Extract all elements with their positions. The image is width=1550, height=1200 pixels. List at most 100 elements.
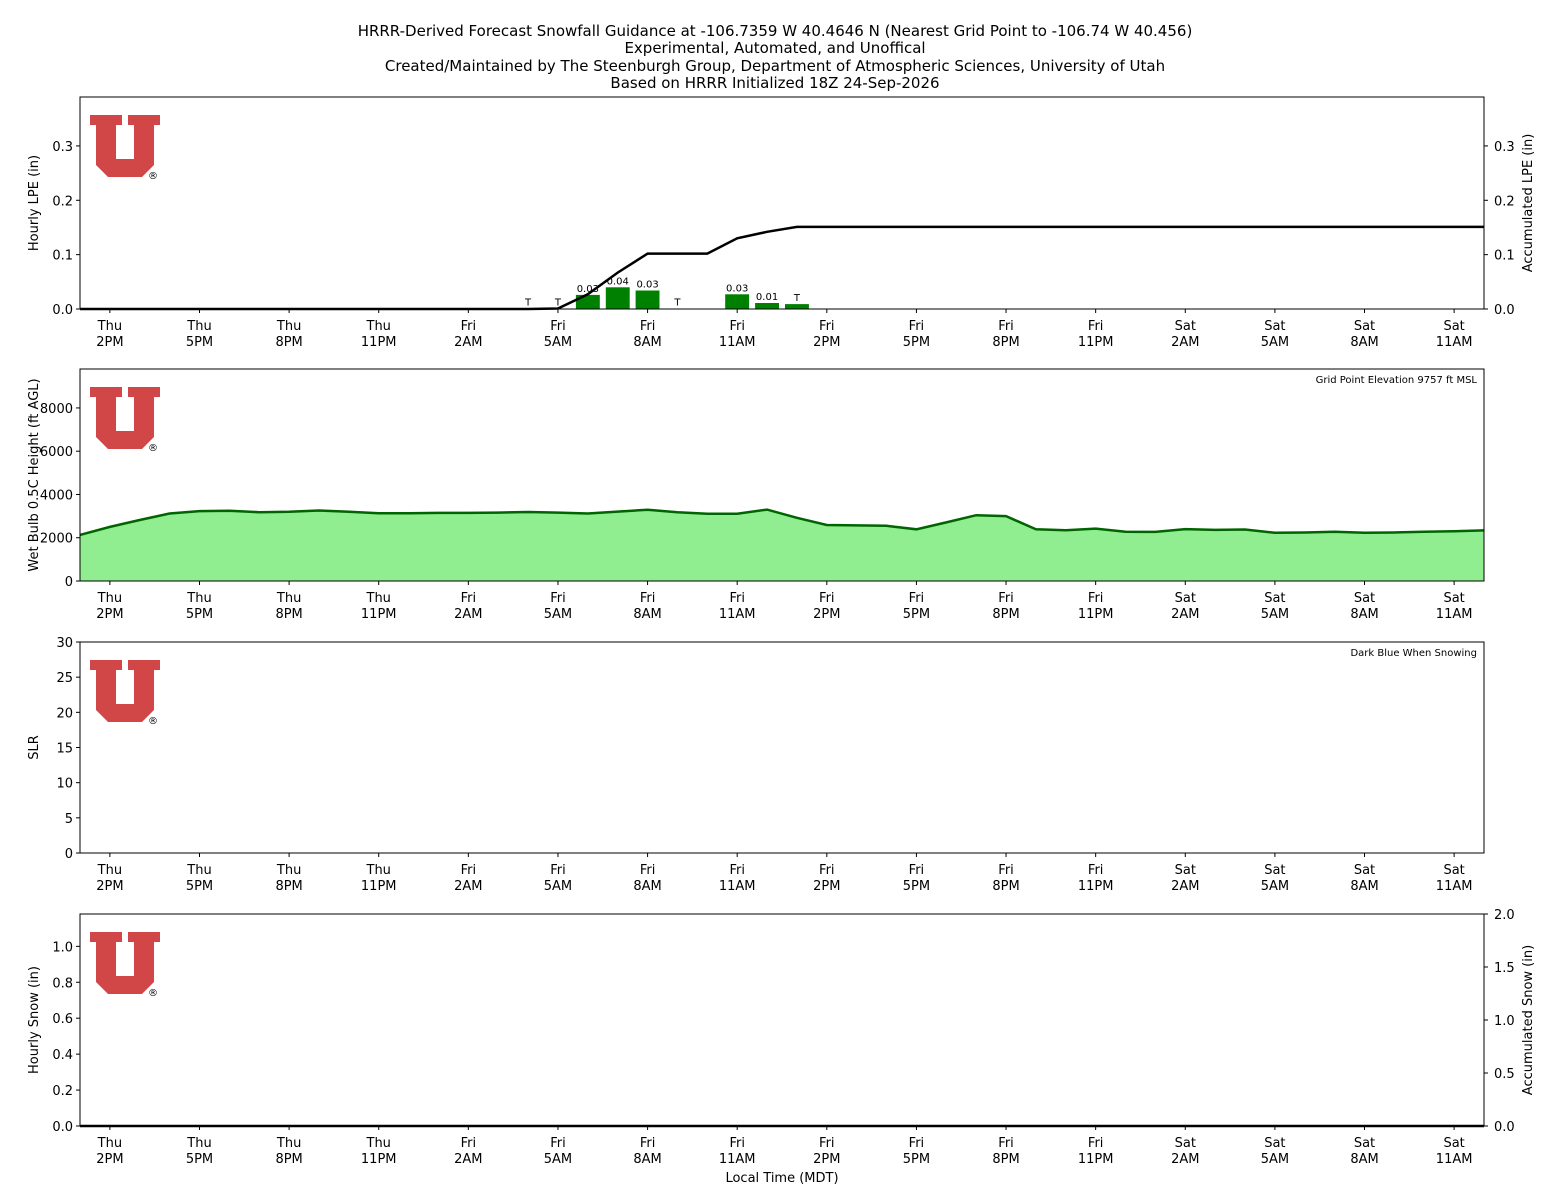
x-tick-time: 11AM	[719, 1152, 756, 1167]
x-tick-time: 5PM	[903, 879, 930, 894]
x-tick-day: Fri	[1088, 1136, 1104, 1151]
x-tick-time: 11AM	[1436, 335, 1473, 350]
x-tick-time: 5AM	[1261, 879, 1289, 894]
x-tick-time: 2PM	[96, 607, 123, 622]
y-right-tick-label: 2.0	[1494, 908, 1515, 923]
wetbulb-line	[79, 508, 1485, 537]
x-tick-time: 2AM	[454, 335, 482, 350]
x-tick-day: Fri	[550, 591, 566, 606]
x-tick-day: Sat	[1443, 863, 1464, 878]
x-tick-time: 8AM	[1350, 607, 1378, 622]
x-tick-day: Fri	[640, 1136, 656, 1151]
x-tick-day: Fri	[998, 319, 1014, 334]
x-tick-day: Fri	[909, 591, 925, 606]
x-tick-time: 5AM	[544, 607, 572, 622]
x-tick-day: Thu	[186, 1136, 211, 1151]
x-tick-day: Fri	[729, 591, 745, 606]
y-right-tick-label: 0.3	[1494, 140, 1515, 155]
x-tick-time: 8PM	[275, 335, 302, 350]
x-tick-day: Sat	[1175, 319, 1196, 334]
logo-registered-mark: ®	[148, 443, 158, 454]
x-tick-time: 8AM	[633, 879, 661, 894]
y-right-tick-label: 0.5	[1494, 1067, 1515, 1082]
x-tick-day: Fri	[998, 1136, 1014, 1151]
x-tick-day: Thu	[276, 591, 301, 606]
panel-snow: 0.0 0.2 0.4 0.6 0.8 1.0 Hourly Snow (in) 0.0 0.5…	[27, 908, 1536, 1167]
x-tick-day: Fri	[461, 1136, 477, 1151]
x-tick-time: 8AM	[633, 1152, 661, 1167]
x-tick-day: Thu	[366, 863, 391, 878]
x-tick-day: Sat	[1354, 591, 1375, 606]
y-tick-label: 0.4	[52, 1048, 73, 1063]
x-tick-day: Fri	[909, 319, 925, 334]
x-tick-day: Thu	[186, 863, 211, 878]
x-tick-day: Fri	[909, 1136, 925, 1151]
x-tick-time: 5AM	[544, 879, 572, 894]
x-tick-day: Thu	[276, 319, 301, 334]
panel-frame	[79, 368, 1485, 582]
x-tick-time: 2PM	[96, 879, 123, 894]
x-tick-day: Fri	[729, 863, 745, 878]
x-tick-time: 11AM	[719, 879, 756, 894]
x-tick-day: Sat	[1175, 863, 1196, 878]
x-tick-time: 8PM	[275, 1152, 302, 1167]
panel-lpe: T T 0.03 0.04 0.03 T 0.03 0.01 T 0.0 0.1 0.2 0.3 Hour…	[27, 96, 1536, 350]
x-tick-time: 5PM	[903, 1152, 930, 1167]
x-tick-day: Thu	[366, 319, 391, 334]
x-tick-time: 2AM	[454, 879, 482, 894]
x-tick-day: Thu	[97, 1136, 122, 1151]
y-tick-label: 0.0	[52, 1120, 73, 1135]
x-tick-time: 5PM	[186, 1152, 213, 1167]
y-tick-label: 0.2	[52, 194, 73, 209]
x-tick-day: Sat	[1354, 319, 1375, 334]
x-tick-time: 8PM	[992, 335, 1019, 350]
accumulated-line	[80, 225, 1484, 311]
x-tick-time: 5AM	[544, 335, 572, 350]
x-tick-day: Thu	[186, 591, 211, 606]
x-tick-day: Thu	[276, 863, 301, 878]
y-axis-label: Hourly Snow (in)	[27, 966, 42, 1074]
panel-frame	[79, 96, 1485, 310]
x-tick-day: Sat	[1264, 1136, 1285, 1151]
x-tick-day: Fri	[998, 591, 1014, 606]
x-tick-day: Fri	[640, 863, 656, 878]
y-tick-label: 25	[56, 671, 73, 686]
x-tick-time: 5PM	[903, 335, 930, 350]
y-tick-label: 0.0	[52, 303, 73, 318]
university-of-utah-u-logo: ®	[90, 932, 160, 999]
y-tick-label: 30	[56, 636, 73, 651]
y-tick-label: 10	[56, 777, 73, 792]
x-tick-day: Fri	[1088, 863, 1104, 878]
x-tick-day: Fri	[729, 319, 745, 334]
y-right-tick-label: 1.5	[1494, 961, 1515, 976]
x-tick-day: Fri	[461, 319, 477, 334]
y-axis-label: SLR	[27, 735, 42, 760]
x-tick-day: Thu	[366, 591, 391, 606]
x-axis-label: Local Time (MDT)	[725, 1171, 838, 1186]
x-tick-time: 11PM	[1078, 607, 1114, 622]
lpe-bar-label: 0.03	[577, 284, 599, 295]
x-tick-time: 2AM	[454, 607, 482, 622]
title-line-4: Based on HRRR Initialized 18Z 24-Sep-202…	[610, 74, 939, 92]
x-tick-day: Sat	[1264, 863, 1285, 878]
x-tick-time: 2PM	[813, 335, 840, 350]
logo-registered-mark: ®	[148, 716, 158, 727]
x-tick-time: 2AM	[1171, 607, 1199, 622]
x-tick-day: Fri	[729, 1136, 745, 1151]
lpe-bar	[635, 290, 660, 309]
y-tick-label: 0.8	[52, 976, 73, 991]
lpe-bar	[785, 304, 809, 309]
logo-registered-mark: ®	[148, 171, 158, 182]
x-tick-time: 11PM	[361, 1152, 397, 1167]
x-tick-day: Thu	[97, 319, 122, 334]
x-tick-time: 8PM	[992, 879, 1019, 894]
lpe-bar-label: 0.03	[636, 280, 658, 291]
panel-annotation: Grid Point Elevation 9757 ft MSL	[1316, 375, 1478, 386]
title-line-3: Created/Maintained by The Steenburgh Gro…	[385, 57, 1165, 75]
x-tick-day: Fri	[550, 863, 566, 878]
x-tick-time: 11AM	[719, 607, 756, 622]
x-tick-day: Thu	[97, 591, 122, 606]
x-tick-time: 2AM	[454, 1152, 482, 1167]
x-tick-day: Fri	[461, 863, 477, 878]
x-tick-time: 11PM	[1078, 1152, 1114, 1167]
